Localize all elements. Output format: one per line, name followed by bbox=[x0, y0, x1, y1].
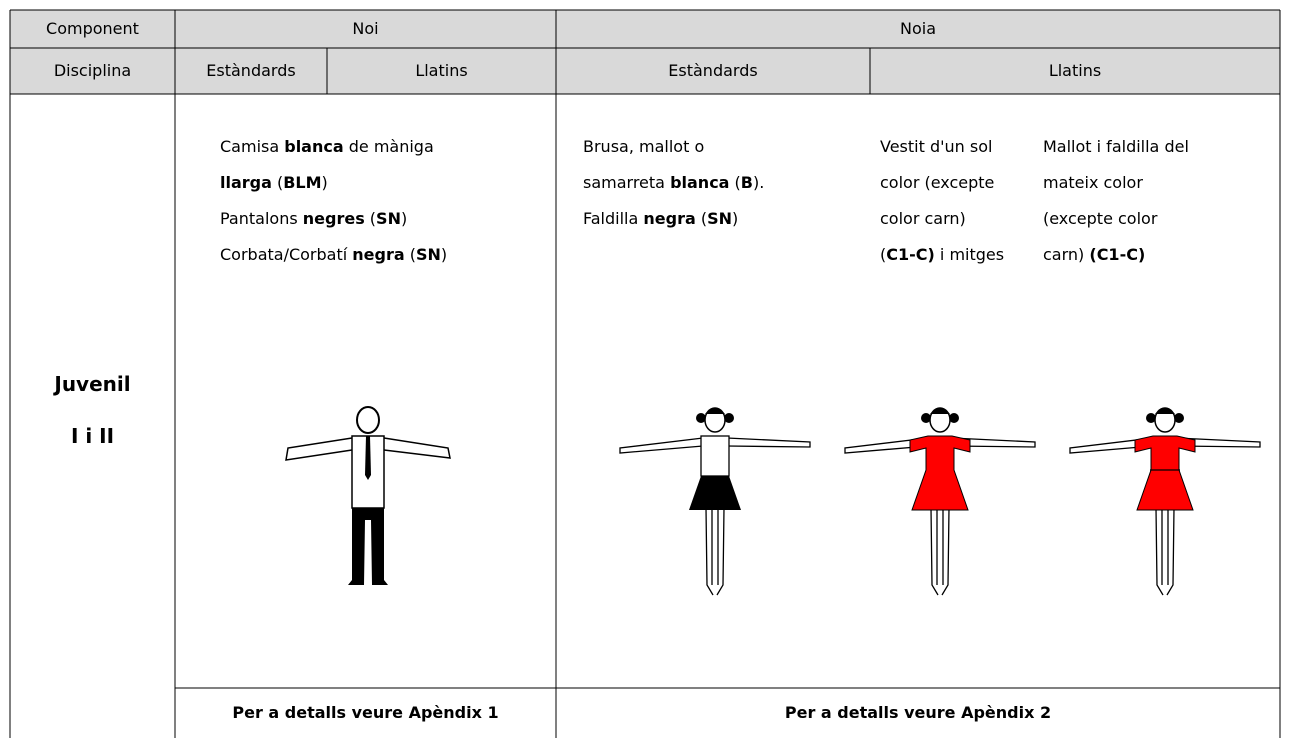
boy-figure bbox=[285, 406, 451, 585]
header-cell: Component bbox=[46, 19, 139, 38]
text-run: BLM bbox=[283, 173, 322, 192]
text-run: (excepte color bbox=[1043, 209, 1158, 228]
header-cell: Estàndards bbox=[206, 61, 296, 80]
text-run: color carn) bbox=[880, 209, 966, 228]
category: I i II bbox=[70, 424, 115, 448]
text-line: Brusa, mallot o bbox=[583, 129, 764, 165]
text-line: carn) (C1-C) bbox=[1043, 237, 1189, 273]
text-run: Vestit d'un sol bbox=[880, 137, 993, 156]
text-run: negres bbox=[302, 209, 365, 228]
text-line: Vestit d'un sol bbox=[880, 129, 1004, 165]
text-run: carn) bbox=[1043, 245, 1090, 264]
text-run: Camisa bbox=[220, 137, 285, 156]
text-run: SN bbox=[707, 209, 733, 228]
text-run: mateix color bbox=[1043, 173, 1143, 192]
text-run: blanca bbox=[670, 173, 730, 192]
text-run: ( bbox=[695, 209, 708, 228]
header-fill bbox=[10, 10, 1280, 94]
category: Juvenil bbox=[54, 372, 131, 396]
text-run: ( bbox=[364, 209, 377, 228]
text-line: Pantalons negres (SN) bbox=[220, 201, 447, 237]
text-run: Pantalons bbox=[220, 209, 303, 228]
text-line: Faldilla negra (SN) bbox=[583, 201, 764, 237]
text-run: Corbata/Corbatí bbox=[220, 245, 353, 264]
text-run: color (excepte bbox=[880, 173, 995, 192]
text-run: C1-C) bbox=[886, 245, 935, 264]
text-line: Corbata/Corbatí negra (SN) bbox=[220, 237, 447, 273]
text-run: ) bbox=[321, 173, 328, 192]
text-block: Brusa, mallot o samarreta blanca (B). Fald… bbox=[583, 129, 764, 237]
text-run: ( bbox=[271, 173, 284, 192]
text-block: Mallot i faldilla del mateix color (except… bbox=[1043, 129, 1189, 273]
girl-latin-skirt bbox=[1069, 407, 1261, 596]
header-cell: Llatins bbox=[1048, 61, 1102, 80]
header-cell: Llatins bbox=[415, 61, 468, 80]
girl-standard bbox=[619, 407, 811, 596]
girl-latin-dress bbox=[844, 407, 1036, 596]
text-run: ) bbox=[400, 209, 408, 228]
text-run: blanca bbox=[284, 137, 344, 156]
text-run: ( bbox=[404, 245, 416, 264]
text-run: negra bbox=[352, 245, 405, 264]
text-run: ) bbox=[440, 245, 448, 264]
text-line: mateix color bbox=[1043, 165, 1189, 201]
text-block: Vestit d'un sol color (excepte color carn)… bbox=[880, 129, 1004, 273]
text-line: color (excepte bbox=[880, 165, 1004, 201]
header-cell: Noia bbox=[899, 19, 936, 38]
text-line: samarreta blanca (B). bbox=[583, 165, 764, 201]
text-run: Mallot i faldilla del bbox=[1043, 137, 1189, 156]
text-run: Brusa, mallot o bbox=[583, 137, 705, 156]
text-run: ( bbox=[729, 173, 741, 192]
text-line: Mallot i faldilla del bbox=[1043, 129, 1189, 165]
text-line: (excepte color bbox=[1043, 201, 1189, 237]
header-cell: Noi bbox=[352, 19, 379, 38]
text-line: Camisa blanca de màniga bbox=[220, 129, 447, 165]
text-run: i mitges bbox=[934, 245, 1005, 264]
footer-note: Per a detalls veure Apèndix 1 bbox=[232, 703, 499, 722]
text-run: (C1-C) bbox=[1089, 245, 1146, 264]
text-block: Camisa blanca de màniga llarga (BLM) Panta… bbox=[220, 129, 447, 273]
header-cell: Disciplina bbox=[53, 61, 132, 80]
text-line: llarga (BLM) bbox=[220, 165, 447, 201]
text-run: llarga bbox=[220, 173, 272, 192]
text-run: Faldilla bbox=[583, 209, 644, 228]
text-run: SN bbox=[416, 245, 441, 264]
text-run: SN bbox=[376, 209, 401, 228]
footer-note: Per a detalls veure Apèndix 2 bbox=[784, 703, 1052, 722]
text-run: samarreta bbox=[583, 173, 671, 192]
text-run: de màniga bbox=[343, 137, 434, 156]
header-cell: Estàndards bbox=[668, 61, 758, 80]
text-run: B bbox=[740, 173, 753, 192]
text-run: negra bbox=[643, 209, 696, 228]
grid-lines bbox=[9, 9, 1281, 738]
text-line: color carn) bbox=[880, 201, 1004, 237]
text-run: ). bbox=[753, 173, 765, 192]
text-run: ) bbox=[732, 209, 739, 228]
text-line: (C1-C) i mitges bbox=[880, 237, 1004, 273]
text-run: ( bbox=[880, 245, 887, 264]
